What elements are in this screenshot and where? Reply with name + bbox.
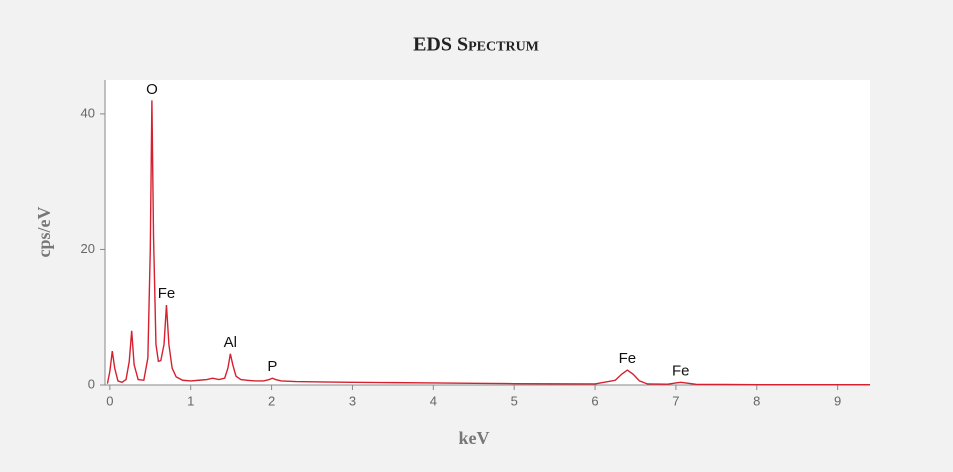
x-tick-label: 9 xyxy=(834,393,841,408)
x-tick-label: 4 xyxy=(430,393,437,408)
peak-label: Fe xyxy=(672,362,690,379)
x-tick-label: 1 xyxy=(187,393,194,408)
x-tick-label: 0 xyxy=(106,393,113,408)
x-tick-label: 5 xyxy=(511,393,518,408)
peak-label: P xyxy=(267,358,277,375)
x-tick-label: 3 xyxy=(349,393,356,408)
x-axis-label: keV xyxy=(459,428,490,448)
spectrum-line xyxy=(106,100,870,386)
peak-label: Fe xyxy=(158,285,176,302)
x-tick-label: 2 xyxy=(268,393,275,408)
peak-label: Al xyxy=(224,334,237,351)
chart-title: EDS Spectrum xyxy=(413,34,539,56)
x-tick-label: 7 xyxy=(672,393,679,408)
plot-area xyxy=(105,80,870,385)
y-tick-label: 20 xyxy=(81,241,95,256)
peak-label: O xyxy=(146,81,158,98)
y-tick-label: 40 xyxy=(81,105,95,120)
y-axis-label: cps/eV xyxy=(34,207,54,258)
x-tick-label: 8 xyxy=(753,393,760,408)
x-tick-label: 6 xyxy=(591,393,598,408)
peak-label: Fe xyxy=(619,350,637,367)
y-tick-label: 0 xyxy=(88,376,95,391)
